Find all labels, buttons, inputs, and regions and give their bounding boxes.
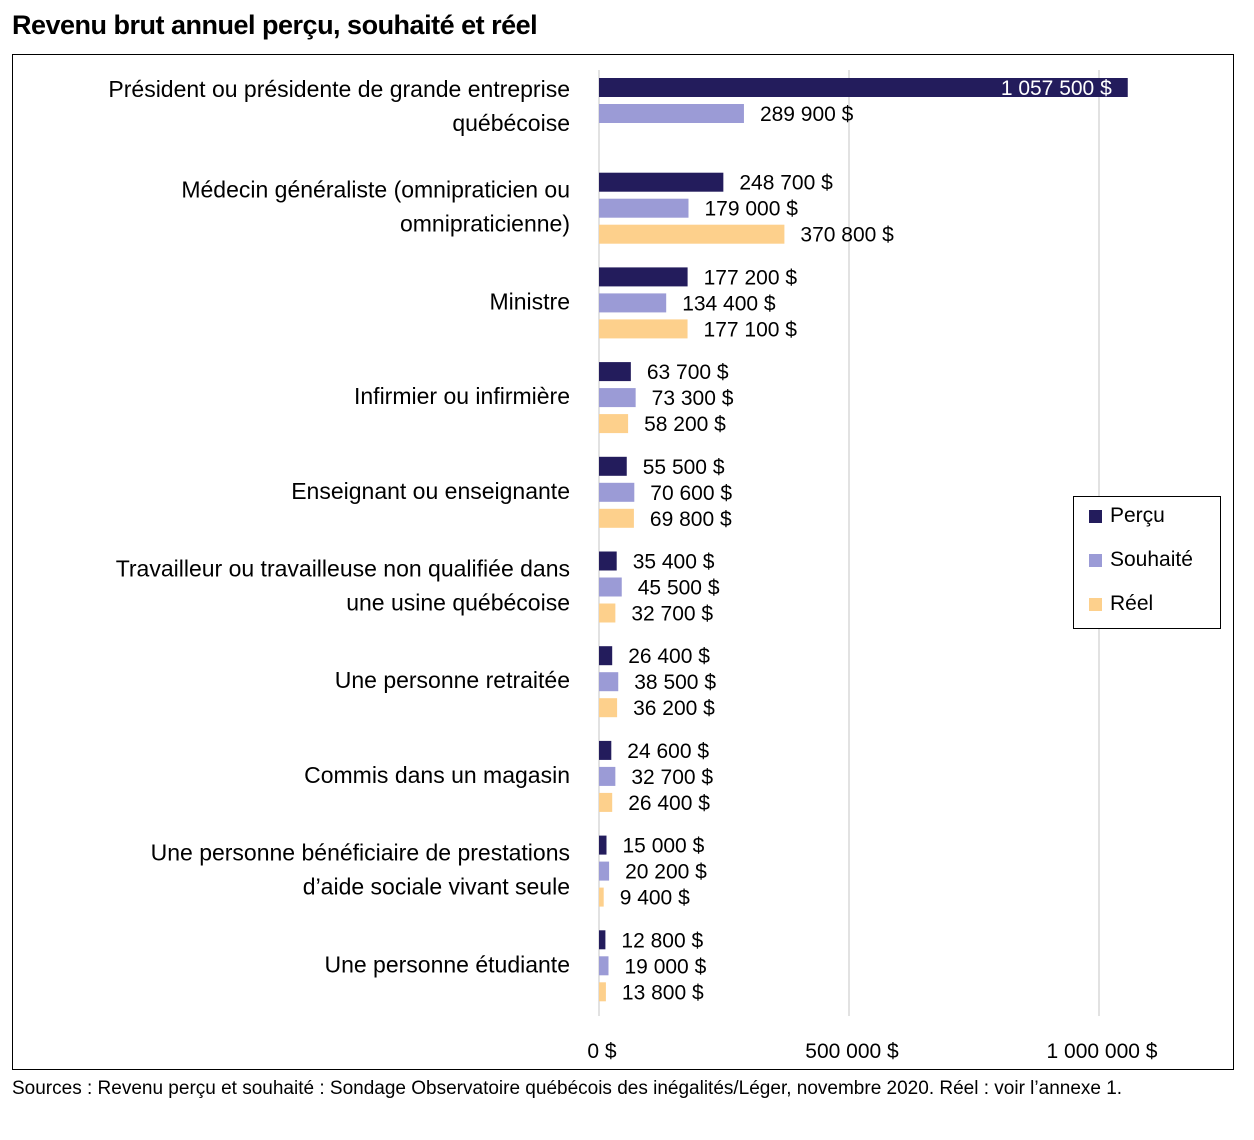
bar-reel <box>599 319 688 339</box>
data-label: 38 500 $ <box>634 671 716 694</box>
bar-reel <box>599 792 613 812</box>
bar-souhaite <box>599 388 636 408</box>
bar-souhaite <box>599 104 744 123</box>
data-label: 58 200 $ <box>644 413 726 436</box>
data-label: 179 000 $ <box>705 198 799 221</box>
data-label: 32 700 $ <box>631 603 713 626</box>
bar-souhaite <box>599 198 689 218</box>
bar-reel <box>599 603 616 623</box>
data-label: 19 000 $ <box>625 955 707 978</box>
bar-reel <box>599 698 618 718</box>
bar-percu <box>599 930 606 950</box>
data-label: 35 400 $ <box>633 551 715 574</box>
bar-percu <box>599 646 613 666</box>
data-label: 63 700 $ <box>647 361 729 384</box>
data-label: 248 700 $ <box>739 172 833 195</box>
bar-chart: 0 $ 500 000 $ 1 000 000 $ Président ou prés… <box>108 70 1158 1063</box>
bar-souhaite <box>599 577 622 597</box>
category-label: québécoise <box>452 110 570 136</box>
bar-souhaite <box>599 482 635 502</box>
x-tick-label: 1 000 000 $ <box>1047 1040 1158 1063</box>
category-label: Médecin généraliste (omnipraticien ou <box>181 177 570 203</box>
data-label: 12 800 $ <box>621 929 703 952</box>
bar-reel <box>599 887 604 907</box>
x-tick-label: 500 000 $ <box>805 1040 899 1063</box>
bar-percu <box>599 78 1128 97</box>
bar-souhaite <box>599 293 667 313</box>
bar-percu <box>599 456 627 476</box>
data-label: 69 800 $ <box>650 508 732 531</box>
category-label: Une personne bénéficiaire de prestations <box>151 840 570 866</box>
category-label: Travailleur ou travailleuse non qualifié… <box>116 556 570 582</box>
category-label: Enseignant ou enseignante <box>291 478 570 504</box>
bar-percu <box>599 267 688 287</box>
bar-percu <box>599 551 617 571</box>
data-label: 70 600 $ <box>650 482 732 505</box>
data-label: 177 200 $ <box>704 266 798 289</box>
category-label: Ministre <box>489 288 570 314</box>
legend-label-percu: Perçu <box>1110 504 1165 527</box>
bar-percu <box>599 172 724 192</box>
bar-percu <box>599 835 607 855</box>
chart-title: Revenu brut annuel perçu, souhaité et ré… <box>12 10 538 40</box>
data-label: 36 200 $ <box>633 697 715 720</box>
bar-souhaite <box>599 956 609 976</box>
category-label: une usine québécoise <box>346 590 570 616</box>
category-label: Infirmier ou infirmière <box>354 383 570 409</box>
category-label: d’aide sociale vivant seule <box>303 874 570 900</box>
data-label: 370 800 $ <box>800 224 894 247</box>
bar-percu <box>599 362 631 382</box>
legend-swatch-percu <box>1089 509 1102 523</box>
source-note: Sources : Revenu perçu et souhaité : Son… <box>12 1078 1123 1099</box>
bar-reel <box>599 224 785 244</box>
data-label: 45 500 $ <box>638 577 720 600</box>
data-label: 26 400 $ <box>628 645 710 668</box>
category-label: Une personne retraitée <box>335 667 570 693</box>
legend: Perçu Souhaité Réel <box>1073 496 1221 629</box>
data-label: 1 057 500 $ <box>1001 77 1112 100</box>
data-label: 13 800 $ <box>622 981 704 1004</box>
legend-item-percu: Perçu <box>1089 504 1165 528</box>
bar-reel <box>599 982 606 1002</box>
bar-percu <box>599 740 612 760</box>
category-label: Président ou présidente de grande entrep… <box>108 76 570 102</box>
category-label: omnipraticienne) <box>400 211 570 237</box>
data-label: 73 300 $ <box>652 387 734 410</box>
legend-swatch-reel <box>1089 597 1102 611</box>
legend-swatch-souhaite <box>1089 553 1102 567</box>
data-label: 134 400 $ <box>682 292 776 315</box>
legend-item-souhaite: Souhaité <box>1089 548 1193 572</box>
bar-reel <box>599 508 634 528</box>
data-label: 9 400 $ <box>620 887 690 910</box>
category-label: Une personne étudiante <box>324 951 570 977</box>
data-label: 24 600 $ <box>627 740 709 763</box>
data-label: 55 500 $ <box>643 456 725 479</box>
data-label: 20 200 $ <box>625 861 707 884</box>
legend-item-reel: Réel <box>1089 592 1153 616</box>
data-label: 289 900 $ <box>760 103 854 126</box>
x-tick-label: 0 $ <box>587 1040 617 1063</box>
legend-label-reel: Réel <box>1110 592 1154 615</box>
data-label: 26 400 $ <box>628 792 710 815</box>
data-label: 32 700 $ <box>631 766 713 789</box>
data-label: 15 000 $ <box>623 835 705 858</box>
chart-frame <box>12 54 1234 1070</box>
bar-souhaite <box>599 672 619 692</box>
data-label: 177 100 $ <box>704 318 798 341</box>
bar-reel <box>599 414 629 434</box>
category-label: Commis dans un magasin <box>304 762 570 788</box>
legend-label-souhaite: Souhaité <box>1110 548 1193 571</box>
bar-souhaite <box>599 766 616 786</box>
bar-souhaite <box>599 861 610 881</box>
